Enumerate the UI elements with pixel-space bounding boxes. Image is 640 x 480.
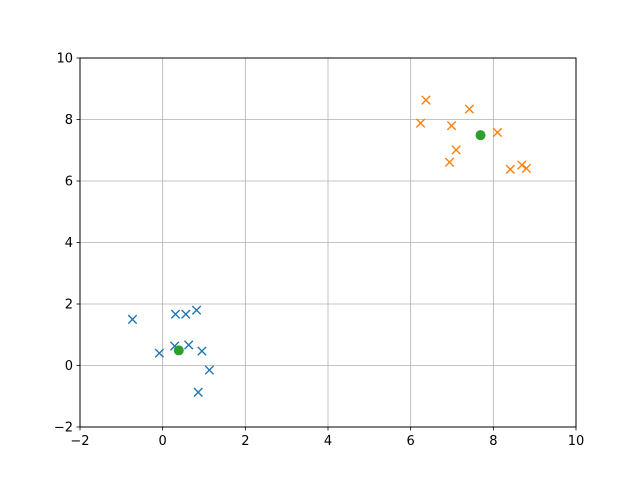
axis-ticks: −2 0 2 4 6 8 10 −2 0 2 4 6 8 10 <box>54 52 584 450</box>
centroid-point <box>173 345 184 356</box>
x-marker-point <box>421 95 431 105</box>
y-tick-label: 4 <box>65 236 73 251</box>
y-tick-label: 2 <box>65 298 73 313</box>
y-tick-label: 10 <box>56 52 73 67</box>
x-tick-label: 10 <box>568 434 585 449</box>
y-tick-label: 0 <box>65 359 73 374</box>
x-marker-point <box>505 164 515 175</box>
x-marker-point <box>191 305 202 315</box>
data-points <box>127 95 532 397</box>
x-marker-point <box>444 157 455 167</box>
x-tick-label: 2 <box>241 434 249 449</box>
x-marker-point <box>181 309 191 319</box>
x-tick-label: −2 <box>70 434 89 449</box>
x-marker-point <box>492 127 503 138</box>
x-marker-point <box>184 340 194 350</box>
x-marker-point <box>204 365 215 375</box>
x-marker-point <box>193 387 203 397</box>
x-marker-point <box>446 120 457 131</box>
x-tick-label: 4 <box>324 434 332 449</box>
y-tick-label: 6 <box>65 175 73 190</box>
x-marker-point <box>170 309 181 319</box>
x-marker-point <box>521 163 532 174</box>
x-tick-label: 8 <box>489 434 497 449</box>
x-marker-point <box>127 314 138 325</box>
y-tick-label: −2 <box>54 421 73 436</box>
grid <box>79 57 577 428</box>
x-marker-point <box>451 145 461 155</box>
x-tick-label: 6 <box>407 434 415 449</box>
x-marker-point <box>415 118 426 128</box>
centroid-point <box>475 130 486 141</box>
x-marker-point <box>154 348 165 358</box>
y-tick-label: 8 <box>65 113 73 128</box>
x-marker-point <box>517 160 527 170</box>
x-tick-label: 0 <box>159 434 167 449</box>
x-marker-point <box>464 104 475 114</box>
x-marker-point <box>197 346 207 356</box>
